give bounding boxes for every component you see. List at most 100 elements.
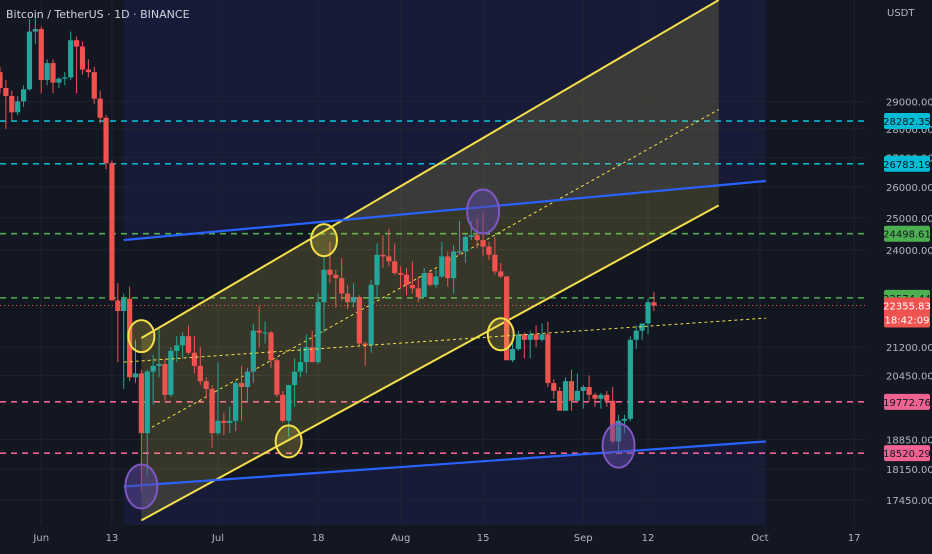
candle-body [539,334,545,340]
candle-body [38,29,44,81]
candle-body [144,371,150,434]
candle-body [580,387,586,391]
candle-body [604,394,610,401]
yellow-marker-circle[interactable] [127,319,156,354]
candle-body [250,330,256,372]
candle-body [486,246,492,255]
channel-lower-line[interactable] [140,204,720,522]
candle-body [274,360,280,395]
candle-body [286,385,292,421]
candle-body [557,390,563,411]
price-tick-label: 17450.00 [886,496,932,507]
level-price-badge [884,113,930,130]
date-tick-label: Jun [32,533,49,544]
candle-body [621,418,628,421]
level-price-badge [884,225,930,242]
purple-marker-circle[interactable] [466,188,501,235]
candle-body [68,40,74,78]
candle-body [521,334,527,340]
candle-body [9,95,15,113]
date-tick-label: Sep [574,533,593,544]
candle-body [633,330,639,340]
symbol-header[interactable]: Bitcoin / TetherUS · 1D · BINANCE [6,8,190,21]
upper-trend-line[interactable] [123,179,766,242]
candle-body [79,46,86,70]
price-tick-label: 26000.00 [886,183,932,194]
candle-body [238,383,245,388]
candle-body [374,254,380,285]
price-tick-label: 18850.00 [886,435,932,446]
interval-label[interactable]: 1D [114,8,130,21]
candle-body [598,394,604,399]
price-tick-label: 20450.00 [886,371,932,382]
candle-body [291,371,298,386]
channel-fill [141,0,719,521]
candle-body [492,254,498,272]
candle-body [309,347,315,363]
candle-body [397,273,404,275]
candle-body [439,256,445,277]
yellow-marker-circle[interactable] [274,424,303,459]
candle-body [527,334,533,340]
candle-body [15,101,21,113]
candle-body [115,300,121,311]
candle-body [627,339,633,419]
candle-body [551,383,557,391]
candle-body [174,345,180,351]
date-tick-label: 15 [477,533,490,544]
price-tick-label: 28000.00 [886,125,932,136]
candle-body [180,336,186,346]
date-tick-label: Aug [391,533,411,544]
candle-body [233,383,239,421]
candle-body [427,273,433,285]
candle-body [645,302,651,324]
lower-trend-line[interactable] [123,440,766,488]
candle-body [262,332,268,334]
level-price-label: 28282.35 [883,117,931,128]
candle-body [256,330,262,333]
candle-body [91,72,97,99]
candle-body [403,274,410,285]
bar-countdown-label: 18:42:09 [885,316,930,327]
candle-body [515,334,522,350]
date-tick-label: 17 [848,533,861,544]
candle-body [321,269,327,303]
candle-body [132,373,139,378]
yellow-marker-circle[interactable] [486,317,515,352]
candle-body [380,254,386,257]
candle-body [586,387,592,395]
upper-trend-zone [123,0,766,241]
yellow-marker-circle[interactable] [310,223,339,258]
exchange-label: BINANCE [140,8,190,21]
date-tick-label: 18 [312,533,325,544]
candle-body [456,251,463,253]
candle-body [227,420,233,423]
channel-upper-line[interactable] [140,0,720,339]
date-tick-label: 13 [106,533,119,544]
price-tick-label: 25000.00 [886,214,932,225]
candle-body [197,365,203,382]
price-tick-label: 21200.00 [886,343,932,354]
candle-body [433,276,439,285]
purple-marker-circle[interactable] [124,463,159,510]
level-price-badge [884,155,930,172]
candle-body [215,420,221,434]
candle-body [509,349,516,361]
dotted-trend-line[interactable] [123,317,766,363]
candle-body [451,251,457,279]
candle-body [44,63,50,81]
candle-body [344,293,351,303]
purple-marker-circle[interactable] [601,422,636,469]
level-price-label: 19772.76 [883,398,931,409]
candle-body [150,365,156,372]
candle-body [368,284,374,346]
candle-body [85,69,91,73]
currency-label: USDT [887,8,915,19]
candle-body [32,29,38,32]
candle-body [504,276,510,361]
candle-body [268,332,274,361]
level-price-label: 26783.19 [883,160,931,171]
candle-body [121,298,127,311]
